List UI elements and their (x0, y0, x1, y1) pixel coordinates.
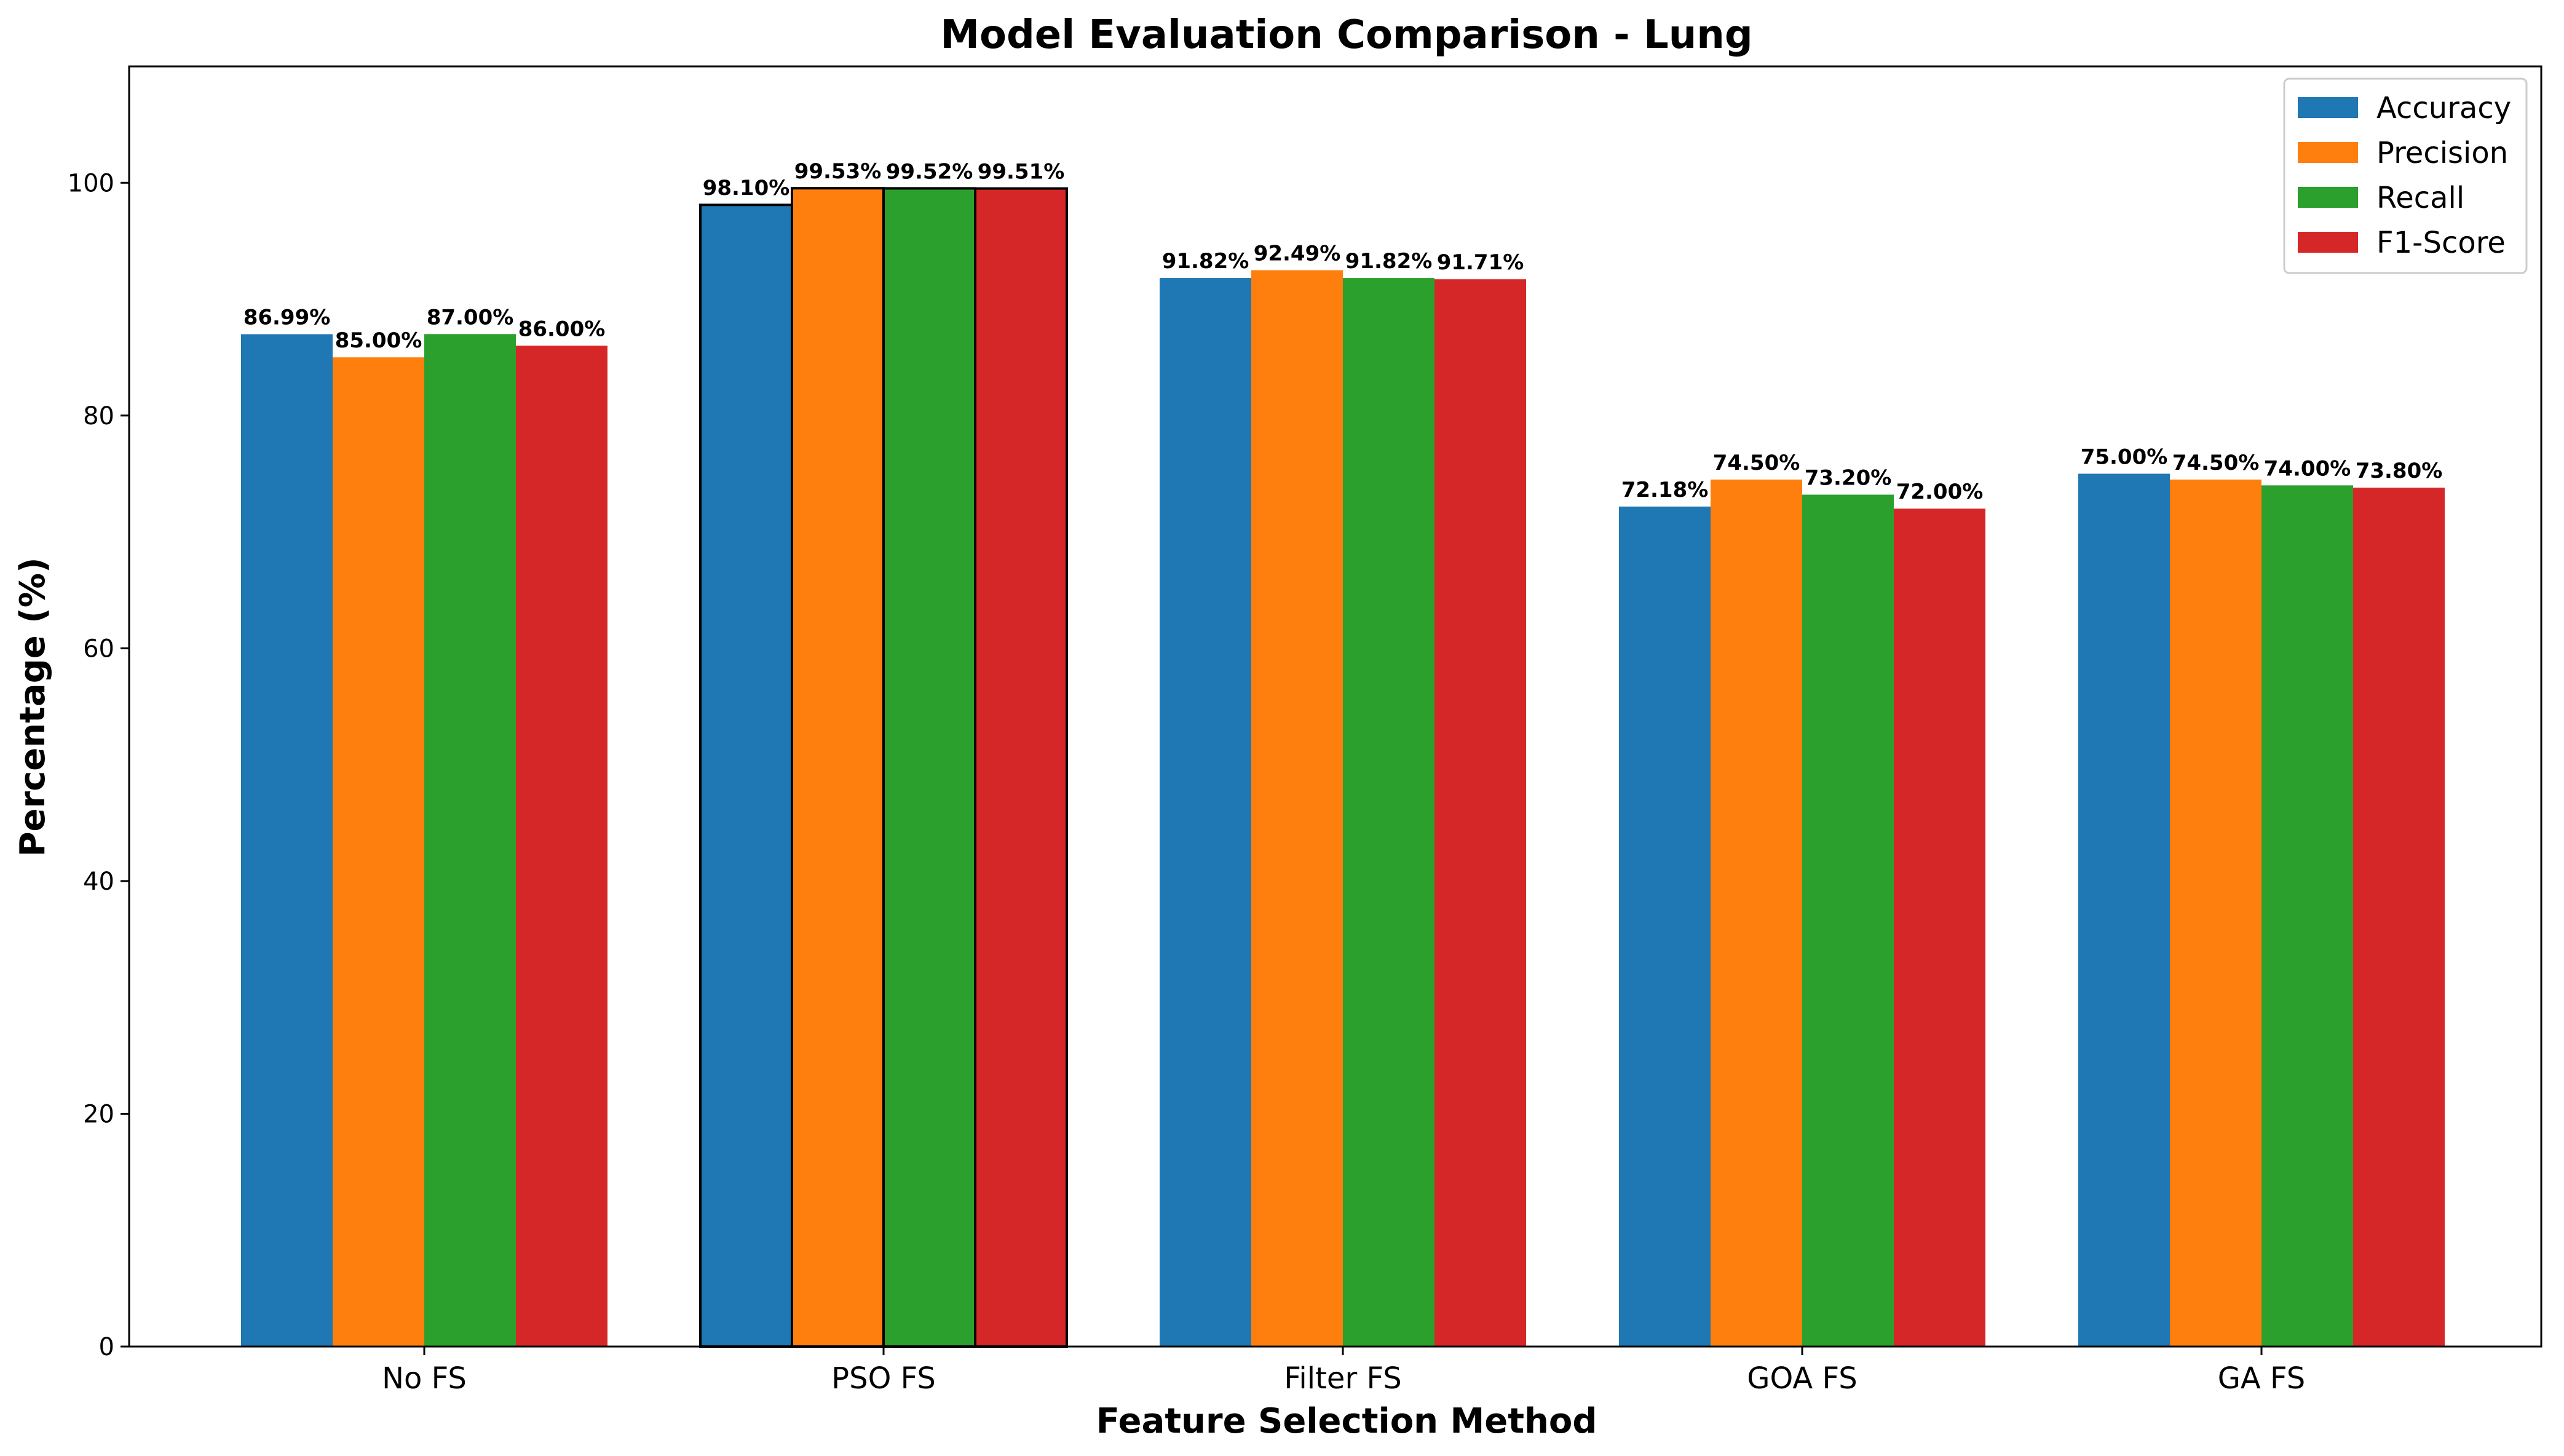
y-tick-label: 60 (83, 635, 114, 663)
data-label: 74.50% (2172, 451, 2260, 475)
legend-label: Precision (2376, 136, 2508, 170)
data-label: 91.82% (1345, 249, 1433, 274)
bar-f1-score-goa-fs (1894, 508, 1985, 1347)
x-tick-label: PSO FS (831, 1361, 936, 1396)
bar-recall-filter-fs (1343, 278, 1434, 1347)
data-label: 72.00% (1896, 480, 1984, 504)
data-label: 99.51% (978, 160, 1065, 184)
data-label: 72.18% (1621, 478, 1709, 502)
bar-f1-score-no-fs (516, 346, 607, 1347)
bar-recall-no-fs (424, 334, 516, 1347)
data-label: 74.50% (1713, 451, 1800, 475)
data-label: 92.49% (1254, 241, 1341, 266)
legend-swatch-recall (2298, 187, 2358, 208)
data-label: 91.82% (1162, 249, 1249, 274)
y-tick-label: 100 (68, 169, 114, 197)
y-tick-label: 0 (99, 1333, 114, 1361)
data-label: 99.52% (886, 159, 973, 184)
y-axis-label: Percentage (%) (13, 557, 53, 857)
plot-frame (128, 65, 2542, 1348)
data-label: 86.99% (243, 306, 331, 330)
bar-accuracy-filter-fs (1160, 278, 1251, 1347)
bar-accuracy-goa-fs (1619, 506, 1711, 1347)
bar-precision-no-fs (333, 357, 424, 1347)
x-axis: No FS PSO FS Filter FS GOA FS GA FS (382, 1347, 2305, 1396)
bar-f1-score-filter-fs (1434, 279, 1526, 1347)
data-label: 86.00% (518, 317, 606, 341)
bar-recall-pso-fs (882, 187, 976, 1348)
data-label: 73.80% (2356, 459, 2443, 483)
legend-label: Accuracy (2376, 91, 2511, 125)
value-labels-group: 86.99%85.00%87.00% 86.00%98.10%99.53% 99.5… (243, 159, 2443, 504)
data-label: 85.00% (335, 328, 422, 353)
bar-precision-ga-fs (2170, 479, 2261, 1347)
bar-f1-score-ga-fs (2353, 488, 2445, 1347)
bar-precision-goa-fs (1711, 479, 1802, 1347)
legend-label: Recall (2376, 181, 2464, 215)
y-tick-label: 80 (83, 402, 114, 430)
bar-recall-goa-fs (1802, 494, 1894, 1347)
legend-label: F1-Score (2376, 226, 2506, 260)
x-tick-label: Filter FS (1284, 1361, 1401, 1396)
data-label: 87.00% (427, 305, 514, 330)
x-axis-label: Feature Selection Method (1096, 1401, 1597, 1441)
bar-precision-pso-fs (791, 187, 885, 1348)
bar-recall-ga-fs (2261, 485, 2353, 1347)
bar-f1-score-pso-fs (974, 187, 1068, 1348)
bar-accuracy-pso-fs (699, 204, 793, 1348)
data-label: 73.20% (1805, 466, 1892, 491)
y-tick-label: 20 (83, 1100, 114, 1128)
bar-accuracy-no-fs (241, 334, 333, 1347)
legend-swatch-precision (2298, 142, 2358, 163)
bar-precision-filter-fs (1251, 270, 1343, 1347)
data-label: 98.10% (703, 176, 790, 200)
chart-title: Model Evaluation Comparison - Lung (940, 12, 1752, 58)
data-label: 99.53% (794, 159, 882, 184)
y-axis: 0 20 40 60 80 100 (68, 169, 129, 1361)
bar-accuracy-ga-fs (2078, 473, 2170, 1347)
data-label: 91.71% (1437, 250, 1524, 275)
x-tick-label: GA FS (2218, 1361, 2306, 1396)
bars-group (241, 187, 2445, 1348)
legend-swatch-accuracy (2298, 97, 2358, 118)
data-label: 74.00% (2264, 456, 2351, 481)
legend: Accuracy Precision Recall F1-Score (2283, 77, 2528, 274)
legend-swatch-f1-score (2298, 232, 2358, 253)
y-tick-label: 40 (83, 868, 114, 896)
x-tick-label: GOA FS (1747, 1361, 1857, 1396)
legend-box (2283, 77, 2528, 274)
x-tick-label: No FS (382, 1361, 467, 1396)
data-label: 75.00% (2081, 445, 2168, 469)
